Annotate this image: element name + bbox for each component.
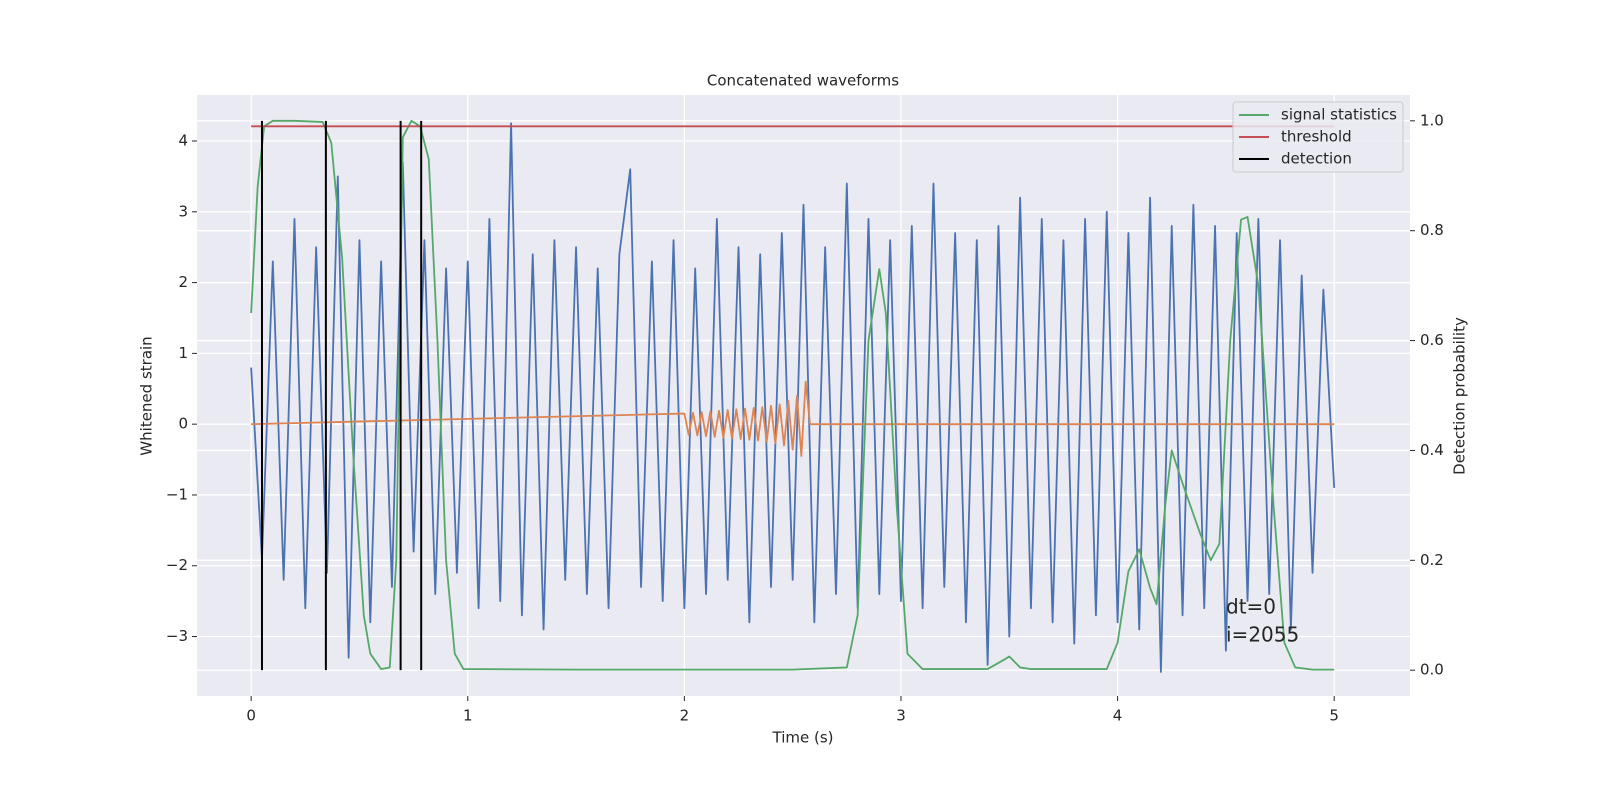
y2-tick-label: 1.0 (1420, 111, 1444, 129)
y2-tick-label: 0.6 (1420, 331, 1444, 349)
x-tick-label: 2 (680, 707, 690, 725)
annotation: i=2055 (1226, 623, 1299, 647)
y-axis-label: Whitened strain (138, 336, 156, 455)
chart-title: Concatenated waveforms (707, 72, 899, 90)
y-tick-label: 4 (178, 132, 188, 150)
annotation: dt=0 (1226, 595, 1276, 619)
y2-tick-label: 0.4 (1420, 441, 1444, 459)
x-tick-label: 4 (1113, 707, 1123, 725)
waveform-line (250, 122, 1336, 673)
y2-tick-label: 0.2 (1420, 551, 1444, 569)
legend-box (1232, 101, 1404, 173)
x-axis-label: Time (s) (772, 729, 834, 747)
axes: 0 1 2 3 4 5 −3 −2 −1 0 1 2 3 4 0.0 0.2 0.4 0.6 0.8 1.0 (166, 111, 1444, 725)
y-tick-label: −2 (166, 556, 188, 574)
y2-axis-label: Detection probability (1451, 317, 1469, 475)
data-marks (250, 119, 1336, 673)
series-line (250, 119, 1335, 671)
y-tick-label: −1 (166, 485, 188, 503)
x-tick-label: 0 (246, 707, 256, 725)
y2-tick-label: 0.0 (1420, 661, 1444, 679)
y2-tick-label: 0.8 (1420, 221, 1444, 239)
x-tick-label: 5 (1329, 707, 1339, 725)
y-tick-label: −3 (166, 627, 188, 645)
y-tick-label: 1 (178, 344, 188, 362)
legend-label: detection (1281, 150, 1352, 168)
x-tick-label: 1 (463, 707, 473, 725)
y-tick-label: 3 (178, 202, 188, 220)
waveform-line (251, 380, 1335, 457)
legend-label: threshold (1281, 128, 1352, 146)
y-tick-label: 0 (178, 415, 188, 433)
y-tick-label: 2 (178, 273, 188, 291)
legend-label: signal statistics (1281, 106, 1397, 124)
x-tick-label: 3 (896, 707, 906, 725)
legend: signal statistics threshold detection (1232, 101, 1404, 173)
